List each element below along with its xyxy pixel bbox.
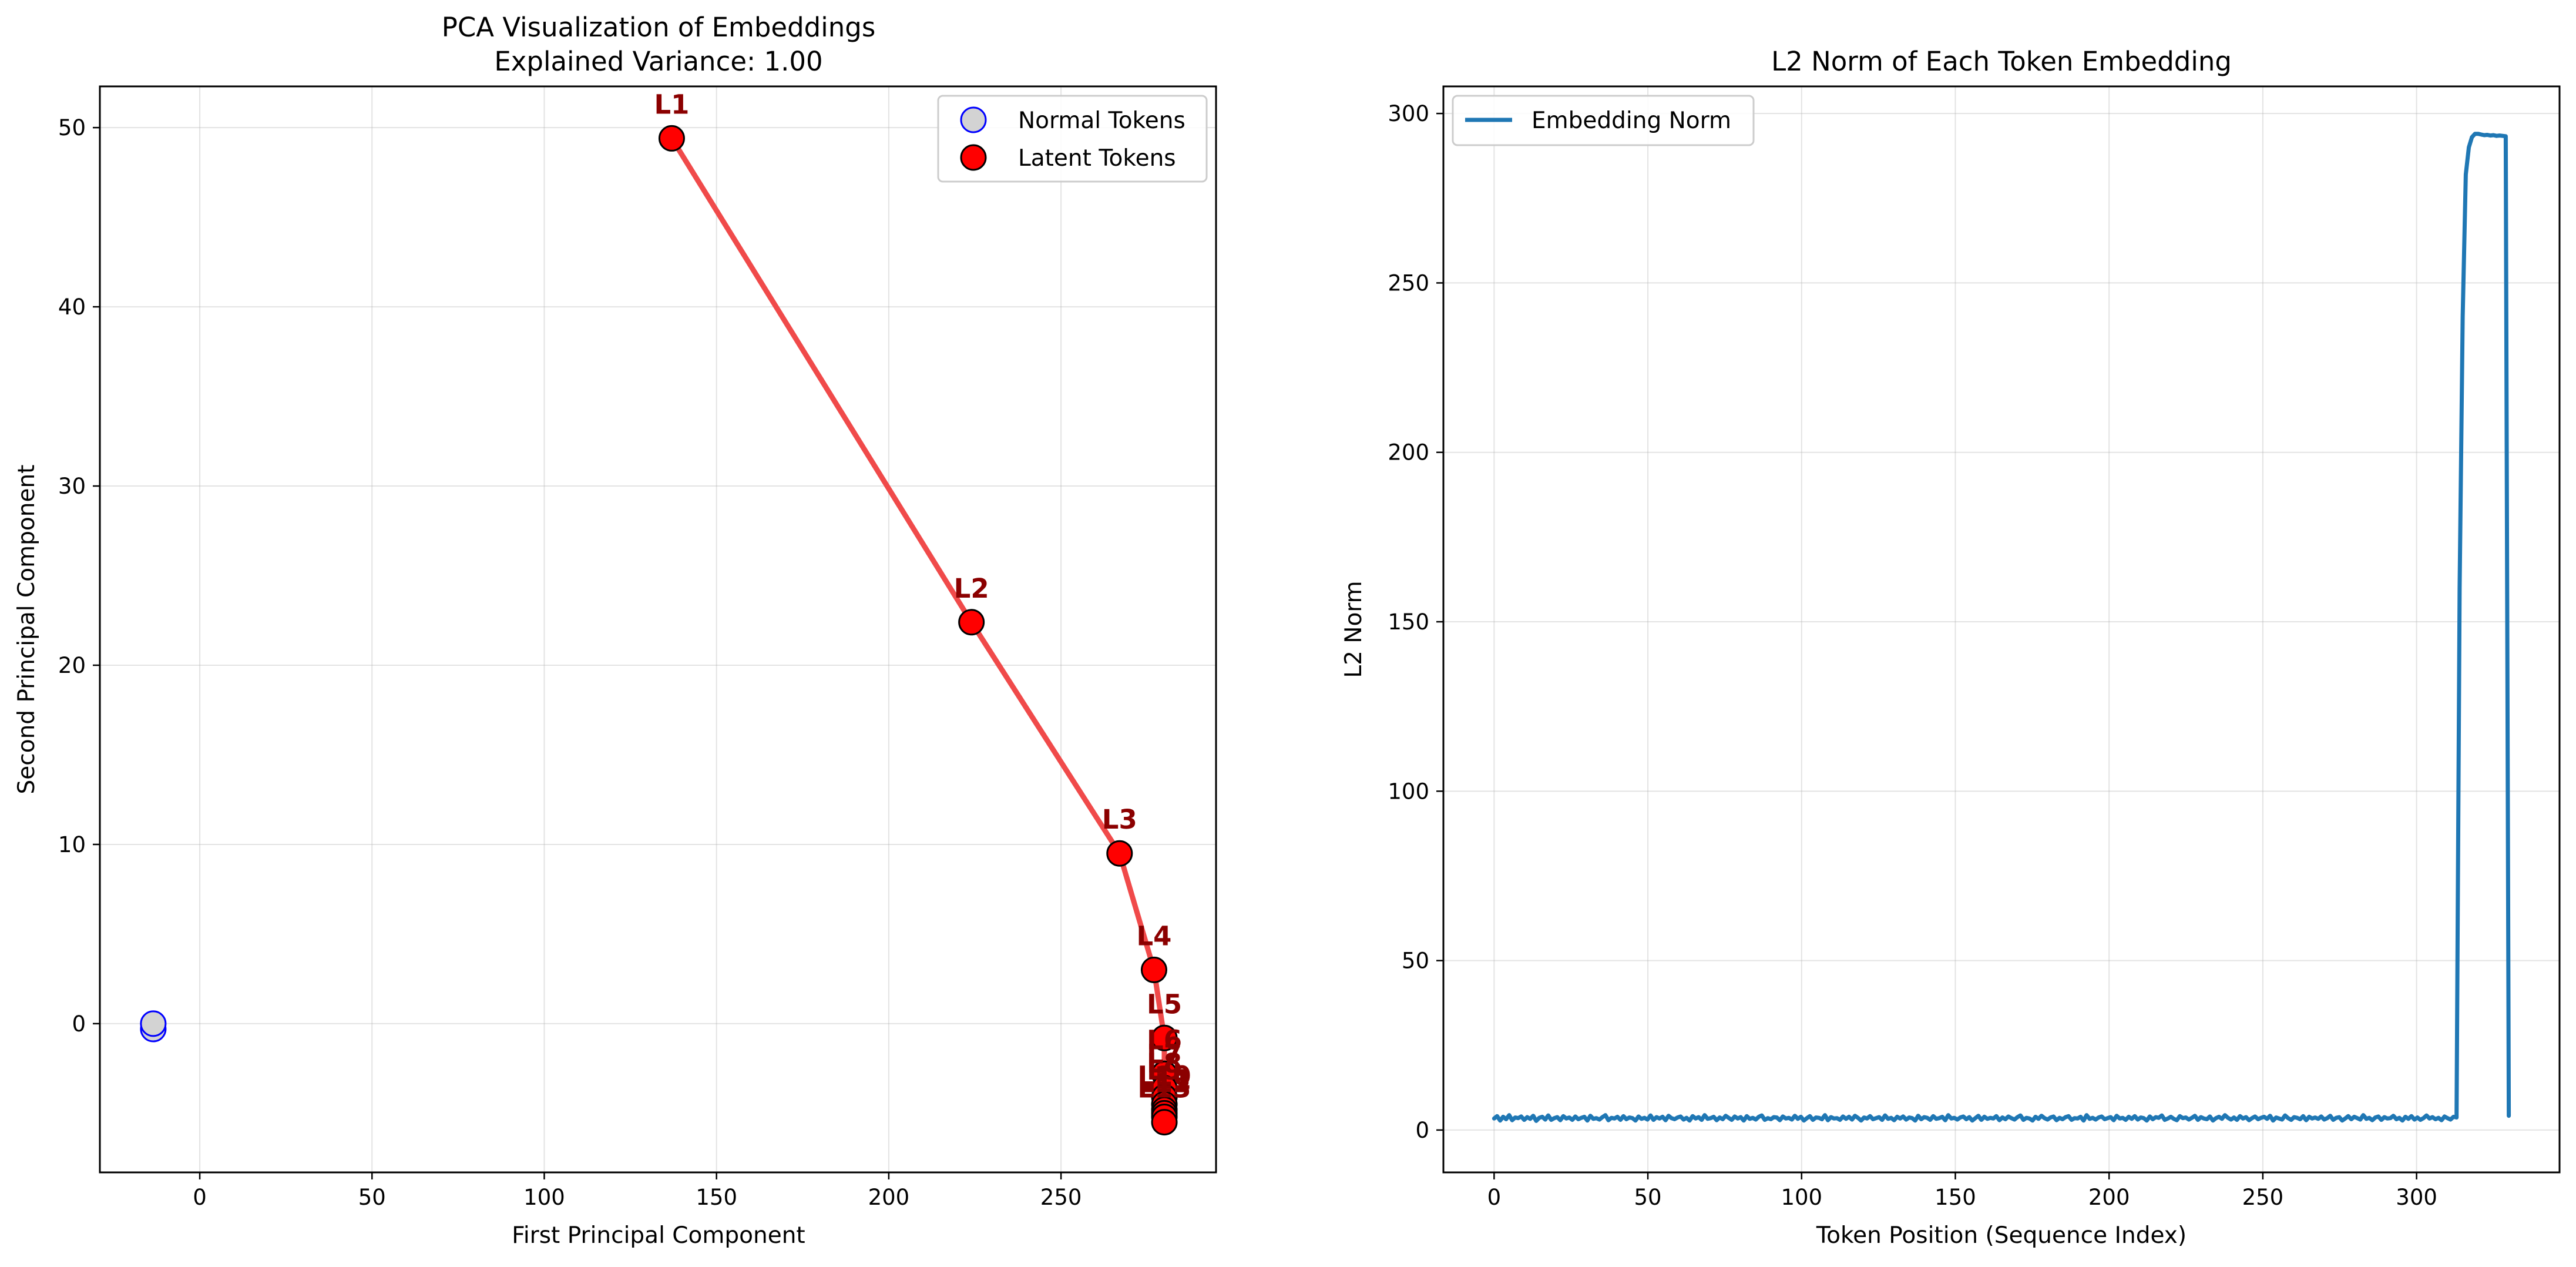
pca-legend: Normal Tokens Latent Tokens <box>937 95 1208 183</box>
y-tick-label: 30 <box>58 474 86 499</box>
y-tick-label: 0 <box>1415 1118 1429 1143</box>
y-tick-label: 300 <box>1388 101 1429 126</box>
y-tick-label: 50 <box>1402 948 1429 974</box>
x-tick-label: 50 <box>1634 1185 1662 1210</box>
latent-token-label-l9: L9 <box>1147 1055 1182 1086</box>
pca-subtitle: Explained Variance: 1.00 <box>494 46 822 77</box>
latent-token-label-l13: L13 <box>1137 1073 1191 1104</box>
embedding-norm-line <box>1492 132 2511 1123</box>
latent-token-label-l12: L12 <box>1137 1067 1191 1098</box>
norm-x-axis-label: Token Position (Sequence Index) <box>1816 1222 2187 1249</box>
pca-x-ticks: 0 50 100 150 200 250 <box>193 1172 1082 1210</box>
legend-marker-latent-tokens <box>960 144 987 171</box>
x-tick-label: 0 <box>193 1185 207 1210</box>
norm-axes-frame <box>1442 85 2561 1174</box>
latent-token-point-l4 <box>1140 956 1167 983</box>
norm-x-ticks: 0 50 100 150 200 250 300 <box>1487 1172 2437 1210</box>
legend-label-embedding-norm: Embedding Norm <box>1532 108 1731 134</box>
latent-token-label-l7: L7 <box>1147 1039 1182 1070</box>
y-tick-label: 150 <box>1388 609 1429 635</box>
pca-title: PCA Visualization of Embeddings <box>442 12 876 43</box>
latent-token-point-l13 <box>1151 1109 1178 1136</box>
x-tick-label: 0 <box>1487 1185 1502 1210</box>
y-tick-label: 250 <box>1388 270 1429 296</box>
latent-token-label-l2: L2 <box>954 573 989 604</box>
x-tick-label: 250 <box>1040 1185 1082 1210</box>
norm-legend-frame <box>1452 95 1755 146</box>
normal-token-point <box>140 1010 167 1037</box>
norm-panel: 0 50 100 150 200 250 300 0 50 100 150 200 250 300 L2… <box>1341 46 2561 1249</box>
latent-token-point-l2 <box>958 609 985 636</box>
norm-legend: Embedding Norm <box>1452 95 1755 146</box>
norm-y-axis-label: L2 Norm <box>1341 581 1367 678</box>
pca-points <box>140 125 1178 1136</box>
x-tick-label: 100 <box>523 1185 565 1210</box>
pca-y-ticks: 0 10 20 30 40 50 <box>58 115 100 1037</box>
latent-token-point-l3 <box>1106 840 1133 867</box>
pca-axes-frame <box>99 85 1217 1174</box>
y-tick-label: 20 <box>58 653 86 678</box>
latent-token-label-l4: L4 <box>1136 920 1171 951</box>
latent-token-point-l5 <box>1151 1024 1178 1051</box>
latent-token-label-l3: L3 <box>1102 804 1137 835</box>
norm-line <box>1492 132 2511 1123</box>
y-tick-label: 100 <box>1388 779 1429 804</box>
norm-title: L2 Norm of Each Token Embedding <box>1771 46 2232 77</box>
x-tick-label: 150 <box>1934 1185 1976 1210</box>
legend-marker-normal-tokens <box>960 106 987 133</box>
legend-label-latent-tokens: Latent Tokens <box>1018 145 1176 172</box>
pca-x-axis-label: First Principal Component <box>512 1222 805 1249</box>
latent-token-label-l1: L1 <box>654 89 689 120</box>
latent-token-point-l1 <box>658 125 685 152</box>
latent-token-label-l8: L8 <box>1147 1048 1182 1079</box>
x-tick-label: 150 <box>696 1185 737 1210</box>
y-tick-label: 0 <box>72 1011 86 1037</box>
latent-token-label-l5: L5 <box>1147 988 1182 1020</box>
norm-y-ticks: 0 50 100 150 200 250 300 <box>1388 101 1443 1143</box>
pca-legend-frame <box>937 95 1208 183</box>
pca-grid <box>100 86 1216 1172</box>
x-tick-label: 250 <box>2242 1185 2284 1210</box>
legend-label-normal-tokens: Normal Tokens <box>1018 108 1185 134</box>
x-tick-label: 200 <box>868 1185 910 1210</box>
latent-token-label-l11: L11 <box>1137 1064 1191 1095</box>
y-tick-label: 10 <box>58 832 86 857</box>
latent-token-label-l10: L10 <box>1137 1060 1191 1091</box>
y-tick-label: 40 <box>58 294 86 320</box>
y-tick-label: 200 <box>1388 440 1429 465</box>
norm-grid <box>1443 86 2560 1172</box>
latent-token-label-l6: L6 <box>1147 1024 1182 1055</box>
x-tick-label: 50 <box>358 1185 386 1210</box>
x-tick-label: 100 <box>1781 1185 1822 1210</box>
x-tick-label: 300 <box>2396 1185 2437 1210</box>
pca-y-axis-label: Second Principal Component <box>14 465 40 795</box>
y-tick-label: 50 <box>58 115 86 140</box>
x-tick-label: 200 <box>2088 1185 2130 1210</box>
